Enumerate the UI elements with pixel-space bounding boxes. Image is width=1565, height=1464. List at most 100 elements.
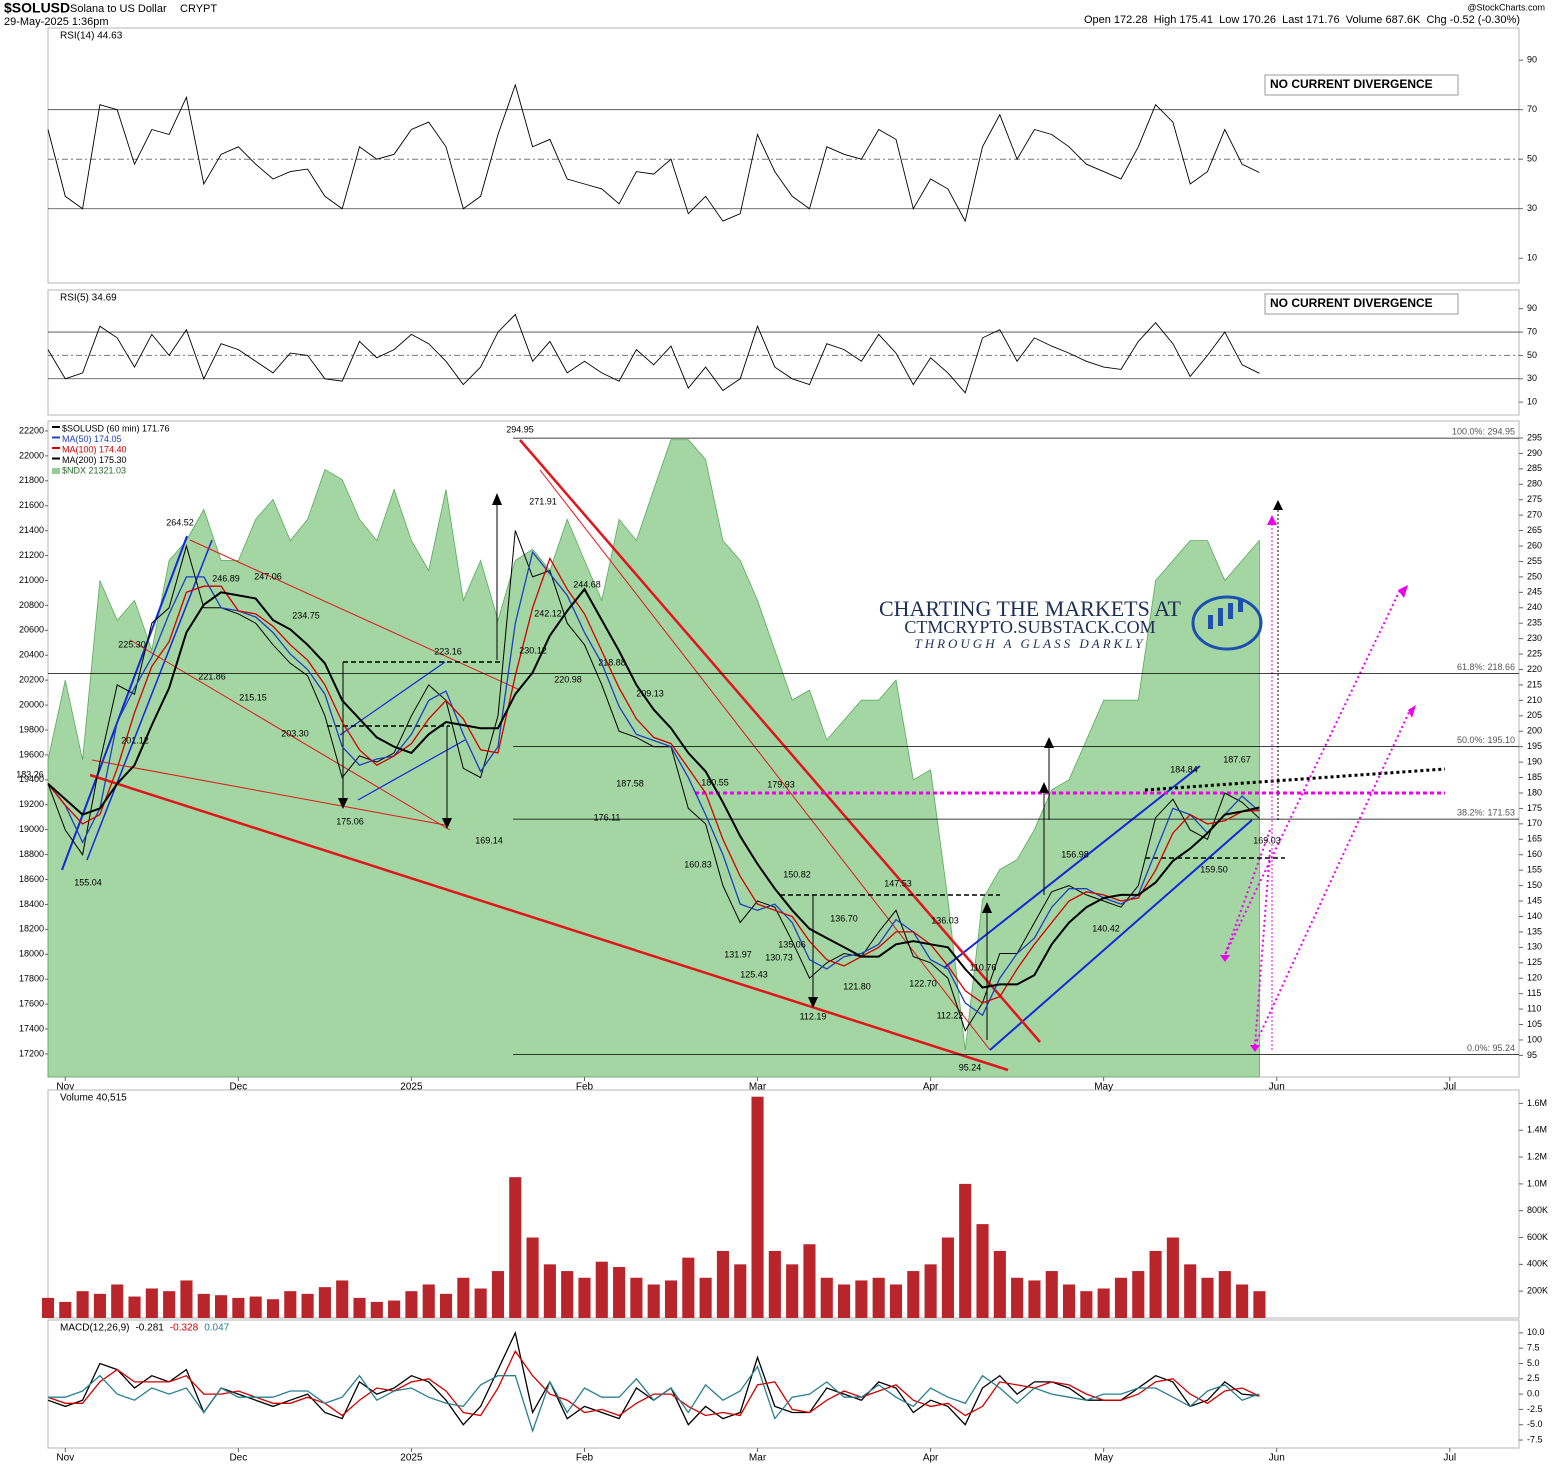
volume-bar bbox=[838, 1284, 851, 1318]
y-tick-label: 185 bbox=[1527, 772, 1542, 782]
y-tick-label: 285 bbox=[1527, 463, 1542, 473]
volume-bar bbox=[907, 1271, 920, 1318]
price-annotation: 156.98 bbox=[1061, 849, 1089, 859]
y-tick-label: 230 bbox=[1527, 633, 1542, 643]
y-tick-label: 160 bbox=[1527, 849, 1542, 859]
y-tick-label: 115 bbox=[1527, 988, 1541, 998]
y-tick-label: 265 bbox=[1527, 525, 1542, 535]
price-annotation: 155.04 bbox=[74, 877, 102, 887]
series-line bbox=[47, 550, 1260, 1017]
price-annotation: 136.03 bbox=[931, 915, 959, 925]
y-tick-label: 135 bbox=[1527, 926, 1542, 936]
y-tick-label: 190 bbox=[1527, 756, 1542, 766]
volume-bar bbox=[647, 1284, 660, 1318]
volume-bar bbox=[232, 1297, 245, 1318]
y2-tick-label: 19400 bbox=[19, 774, 44, 784]
volume-bar bbox=[1236, 1284, 1249, 1318]
volume-bar bbox=[370, 1301, 383, 1318]
volume-bar bbox=[197, 1293, 210, 1318]
y-tick-label: -5.0 bbox=[1527, 1419, 1543, 1429]
y-tick-label: 600K bbox=[1527, 1232, 1548, 1242]
y-tick-label: 245 bbox=[1527, 587, 1542, 597]
series-line bbox=[47, 587, 1260, 989]
price-annotation: 264.52 bbox=[166, 517, 194, 527]
y2-tick-label: 18800 bbox=[19, 849, 44, 859]
volume-bar bbox=[561, 1271, 574, 1318]
x-tick-label: Dec bbox=[229, 1082, 247, 1093]
y-tick-label: 70 bbox=[1527, 104, 1537, 114]
y2-tick-label: 17200 bbox=[19, 1048, 44, 1058]
y-tick-label: 260 bbox=[1527, 540, 1542, 550]
volume-bar bbox=[405, 1291, 418, 1318]
volume-bar bbox=[111, 1284, 124, 1318]
y-tick-label: 150 bbox=[1527, 880, 1542, 890]
watermark-line: THROUGH A GLASS DARKLY bbox=[914, 636, 1145, 651]
y-tick-label: 5.0 bbox=[1527, 1358, 1540, 1368]
y-tick-label: 140 bbox=[1527, 911, 1542, 921]
legend-swatch bbox=[52, 447, 60, 449]
price-annotation: 125.43 bbox=[740, 969, 768, 979]
watermark-line: CTMCRYPTO.SUBSTACK.COM bbox=[904, 617, 1155, 637]
volume-bar bbox=[941, 1237, 954, 1318]
price-annotation: 244.68 bbox=[573, 579, 601, 589]
x-tick-label: Feb bbox=[576, 1453, 594, 1464]
y-tick-label: 290 bbox=[1527, 448, 1542, 458]
volume-bar bbox=[439, 1293, 453, 1318]
plot-layer bbox=[47, 27, 1520, 1449]
y2-tick-label: 20200 bbox=[19, 675, 44, 685]
volume-bar bbox=[786, 1264, 799, 1318]
price-annotation: 294.95 bbox=[506, 424, 534, 434]
volume-bar bbox=[699, 1277, 712, 1318]
price-annotation: 112.22 bbox=[937, 1010, 964, 1020]
panel-frame bbox=[47, 27, 1520, 284]
fib-label: 50.0%: 195.10 bbox=[1457, 735, 1515, 745]
volume-bar bbox=[1218, 1271, 1231, 1318]
y2-tick-label: 19000 bbox=[19, 824, 44, 834]
volume-bar bbox=[613, 1267, 626, 1318]
y2-tick-label: 19600 bbox=[19, 749, 44, 759]
x-tick-label: Nov bbox=[56, 1082, 74, 1093]
price-annotation: 183.26 bbox=[16, 769, 44, 779]
fib-label: 100.0%: 294.95 bbox=[1452, 427, 1515, 437]
volume-bar bbox=[509, 1177, 522, 1318]
price-annotation: 136.70 bbox=[830, 913, 858, 923]
volume-bar bbox=[1132, 1271, 1145, 1318]
panel-title: MACD(12,26,9) bbox=[60, 1323, 129, 1334]
price-annotation: 179.93 bbox=[767, 779, 795, 789]
volume-bar bbox=[924, 1264, 937, 1318]
quote: Open 172.28 High 175.41 Low 170.26 Last … bbox=[1084, 14, 1520, 26]
y-tick-label: 10.0 bbox=[1527, 1327, 1545, 1337]
volume-bar bbox=[595, 1261, 608, 1318]
volume-bar bbox=[301, 1293, 314, 1318]
x-tick-label: Jul bbox=[1443, 1453, 1456, 1464]
volume-bar bbox=[422, 1284, 435, 1318]
y-tick-label: 195 bbox=[1527, 741, 1542, 751]
price-annotation: 147.53 bbox=[884, 878, 912, 888]
y-tick-label: 200K bbox=[1527, 1286, 1548, 1296]
volume-bar bbox=[1011, 1277, 1024, 1318]
legend-entry: $SOLUSD (60 min) 171.76 bbox=[62, 423, 170, 433]
price-annotation: 112.19 bbox=[800, 1011, 827, 1021]
y2-tick-label: 19200 bbox=[19, 799, 44, 809]
x-tick-label: 2025 bbox=[400, 1453, 423, 1464]
volume-bar bbox=[474, 1288, 487, 1318]
y-tick-label: 70 bbox=[1527, 326, 1537, 336]
y-tick-label: 0.0 bbox=[1527, 1388, 1540, 1398]
y-tick-label: 175 bbox=[1527, 803, 1542, 813]
y-tick-label: 200 bbox=[1527, 726, 1542, 736]
volume-bar bbox=[163, 1291, 176, 1318]
price-annotation: 246.89 bbox=[212, 573, 240, 583]
y-tick-label: 110 bbox=[1527, 1003, 1541, 1013]
volume-bar bbox=[716, 1250, 729, 1318]
volume-bar bbox=[803, 1244, 816, 1318]
date: 29-May-2025 1:36pm bbox=[4, 16, 109, 28]
volume-bar bbox=[388, 1300, 401, 1318]
y-tick-label: 180 bbox=[1527, 787, 1542, 797]
y-tick-label: 105 bbox=[1527, 1019, 1542, 1029]
y-tick-label: 235 bbox=[1527, 618, 1542, 628]
y-tick-label: 1.6M bbox=[1527, 1098, 1547, 1108]
price-annotation: 242.12 bbox=[534, 608, 562, 618]
x-tick-label: Apr bbox=[923, 1453, 939, 1464]
volume-bar bbox=[872, 1277, 885, 1318]
trendlines bbox=[61, 439, 1446, 1072]
